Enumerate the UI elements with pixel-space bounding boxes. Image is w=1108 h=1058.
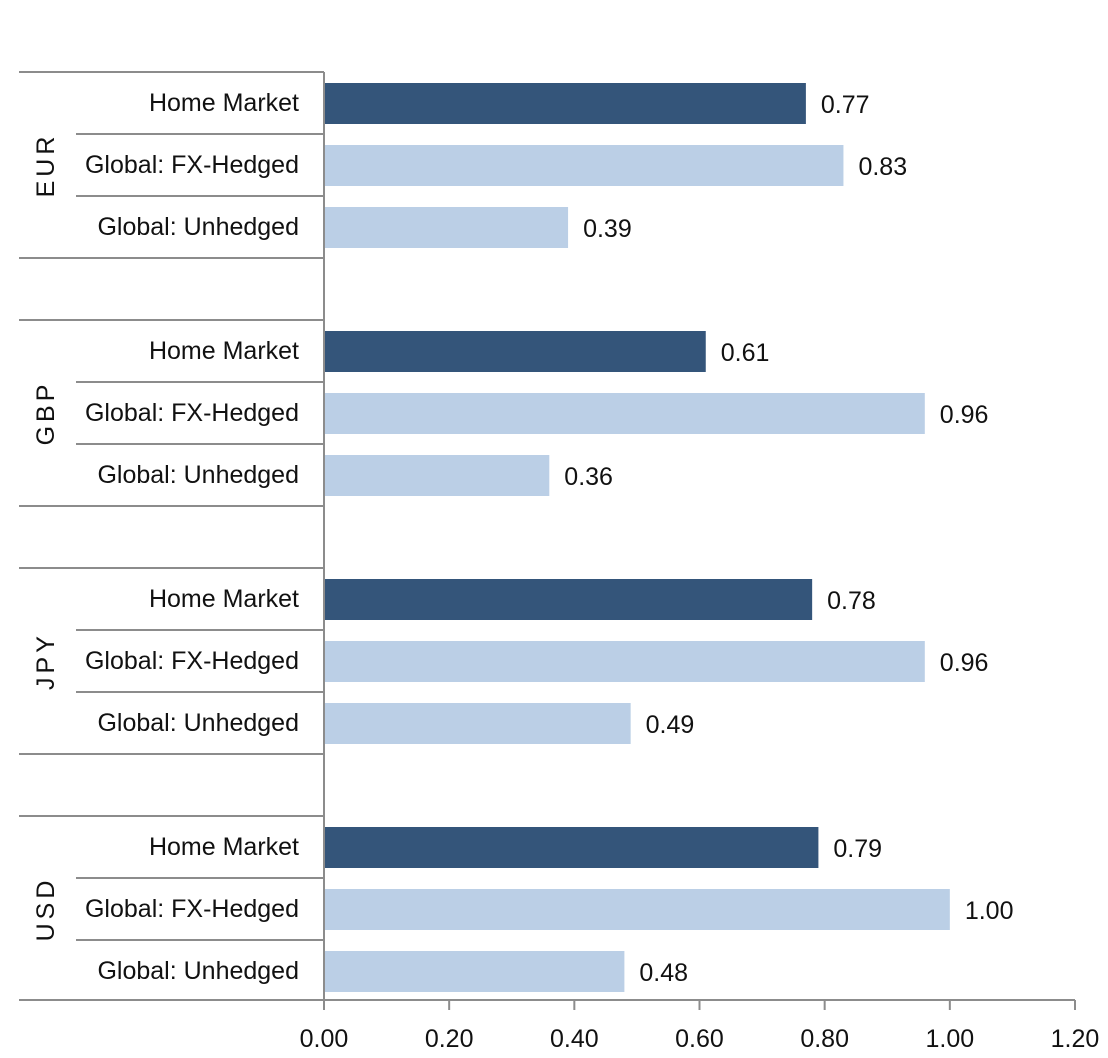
category-label: Global: FX-Hedged (85, 399, 299, 427)
data-label: 0.83 (858, 153, 907, 181)
bar (324, 641, 925, 682)
group-label: EUR (32, 133, 60, 198)
category-label: Global: Unhedged (97, 213, 299, 241)
x-tick-label: 0.20 (425, 1025, 474, 1053)
bar (324, 889, 950, 930)
category-label: Global: FX-Hedged (85, 895, 299, 923)
data-label: 0.78 (827, 587, 876, 615)
category-label: Home Market (149, 833, 299, 861)
data-label: 0.61 (721, 339, 770, 367)
bar (324, 207, 569, 248)
group-label: JPY (32, 632, 60, 690)
x-tick-label: 1.00 (925, 1025, 974, 1053)
bar (324, 703, 631, 744)
data-label: 0.96 (940, 401, 989, 429)
bar (324, 579, 813, 620)
data-label: 0.36 (564, 463, 613, 491)
x-tick-label: 0.00 (300, 1025, 349, 1053)
bar (324, 951, 625, 992)
category-label: Home Market (149, 585, 299, 613)
data-label: 0.48 (639, 959, 688, 987)
bar (324, 83, 806, 124)
data-label: 0.77 (821, 91, 870, 119)
category-label: Global: FX-Hedged (85, 647, 299, 675)
x-tick-label: 0.40 (550, 1025, 599, 1053)
x-tick-label: 1.20 (1051, 1025, 1100, 1053)
bar (324, 827, 819, 868)
category-label: Home Market (149, 337, 299, 365)
group-label: USD (32, 877, 60, 942)
data-label: 0.49 (646, 711, 695, 739)
category-label: Home Market (149, 89, 299, 117)
bar (324, 393, 925, 434)
bar (324, 331, 706, 372)
bar (324, 455, 550, 496)
data-label: 0.79 (833, 835, 882, 863)
data-label: 0.39 (583, 215, 632, 243)
category-label: Global: Unhedged (97, 461, 299, 489)
bar (324, 145, 844, 186)
x-tick-label: 0.60 (675, 1025, 724, 1053)
category-label: Global: FX-Hedged (85, 151, 299, 179)
category-label: Global: Unhedged (97, 957, 299, 985)
category-label: Global: Unhedged (97, 709, 299, 737)
data-label: 1.00 (965, 897, 1014, 925)
group-label: GBP (32, 381, 60, 446)
data-label: 0.96 (940, 649, 989, 677)
x-tick-label: 0.80 (800, 1025, 849, 1053)
